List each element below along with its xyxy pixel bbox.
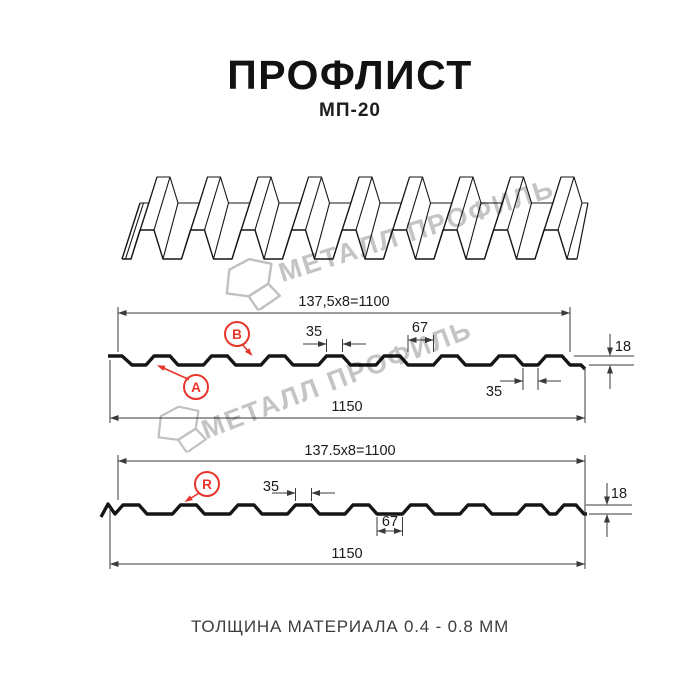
rib-edge-line: [364, 202, 381, 260]
section-a-cross-section: [108, 307, 634, 423]
rib-edge-line: [456, 176, 474, 231]
arrowhead: [408, 337, 417, 343]
rib-edge-line: [162, 202, 179, 260]
dim-rib-top-35-bottom: 35: [262, 479, 280, 495]
rib-edge-line: [203, 176, 222, 231]
callout-a-arrow: [157, 365, 166, 371]
arrowhead: [561, 310, 570, 316]
rib-edge-line: [566, 202, 583, 260]
callout-b-arrow: [245, 348, 253, 356]
arrowhead: [425, 337, 434, 343]
callout-b-badge: B: [224, 321, 250, 347]
right-cut-edge: [576, 202, 589, 260]
arrowhead: [311, 490, 320, 496]
rib-edge-line: [304, 176, 323, 231]
arrowhead: [576, 415, 585, 421]
arrowhead: [604, 514, 610, 523]
arrowhead: [118, 310, 127, 316]
dim-width-formula-top: 137,5x8=1100: [298, 294, 390, 310]
dim-total-1150-top: 1150: [331, 399, 363, 415]
arrowhead: [394, 528, 403, 534]
arrowhead: [110, 561, 119, 567]
rib-edge-line: [313, 202, 331, 260]
dim-rib-top-35: 35: [305, 324, 323, 340]
arrowhead: [576, 458, 585, 464]
arrowhead: [342, 341, 351, 347]
rib-edge-line: [557, 176, 575, 231]
callout-r-arrow: [184, 495, 193, 502]
arrowhead: [377, 528, 386, 534]
rib-edge-line: [153, 176, 171, 231]
dim-flat-67-bottom: 67: [381, 514, 399, 530]
arrowhead: [576, 561, 585, 567]
arrowhead: [607, 365, 613, 374]
callout-r-badge: R: [194, 471, 220, 497]
left-cut-edge: [121, 202, 141, 260]
rib-edge-line: [355, 176, 373, 231]
dim-edge-gap-35: 35: [485, 384, 503, 400]
rib-edge-line: [515, 202, 533, 260]
page-subtitle: МП-20: [319, 100, 381, 121]
front-profile-edge: [122, 229, 577, 260]
rib-edge-line: [212, 202, 230, 260]
profile-outline-a: [108, 354, 587, 371]
sheet-3d-drawing: [121, 176, 589, 260]
profile-outline-r: [99, 502, 587, 518]
rib-edge-line: [263, 202, 280, 260]
arrowhead: [287, 490, 296, 496]
arrowhead: [607, 347, 613, 356]
dim-width-formula-bottom: 137.5x8=1100: [304, 443, 396, 459]
arrowhead: [604, 496, 610, 505]
dim-height-18-bottom: 18: [610, 486, 628, 502]
rib-edge-line: [414, 202, 432, 260]
callout-a-badge: A: [183, 374, 209, 400]
callout-a-leader: [159, 365, 190, 381]
left-cut-edge: [124, 202, 145, 260]
arrowhead: [538, 378, 547, 384]
dim-total-1150-bottom: 1150: [331, 546, 363, 562]
dim-height-18: 18: [614, 339, 632, 355]
arrowhead: [118, 458, 127, 464]
page-title: ПРОФЛИСТ: [227, 52, 473, 98]
rib-edge-line: [405, 176, 424, 231]
sheet-fill: [122, 203, 588, 259]
arrowhead: [110, 415, 119, 421]
back-profile-edge: [140, 176, 588, 204]
arrowhead: [514, 378, 523, 384]
dim-flat-67: 67: [411, 320, 429, 336]
rib-edge-line: [254, 176, 272, 231]
rib-edge-line: [506, 176, 525, 231]
rib-edge-line: [465, 202, 482, 260]
material-thickness-note: ТОЛЩИНА МАТЕРИАЛА 0.4 - 0.8 ММ: [190, 617, 510, 636]
section-r-cross-section: [99, 455, 632, 569]
arrowhead: [318, 341, 327, 347]
